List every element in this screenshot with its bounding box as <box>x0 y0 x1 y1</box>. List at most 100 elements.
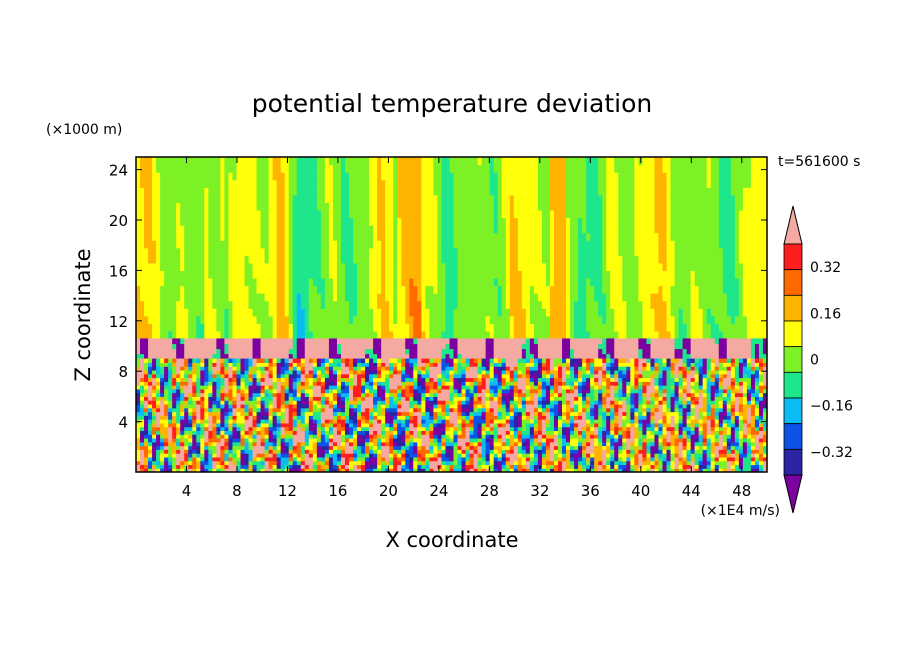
field-cell <box>545 300 551 309</box>
field-cell <box>457 262 463 271</box>
field-cell <box>308 293 314 302</box>
field-cell <box>288 217 294 226</box>
field-cell <box>228 217 234 226</box>
field-cell <box>397 202 402 211</box>
field-cell <box>264 187 270 196</box>
field-cell <box>718 277 724 287</box>
field-cell <box>718 330 724 340</box>
field-cell <box>308 209 314 219</box>
field-cell <box>361 338 366 345</box>
field-cell <box>726 157 732 166</box>
field-cell <box>397 343 402 350</box>
field-cell <box>272 202 278 211</box>
field-cell <box>140 426 145 432</box>
field-cell <box>389 209 394 219</box>
field-cell <box>312 353 318 360</box>
field-cell <box>413 338 418 345</box>
field-cell <box>626 194 631 203</box>
field-cell <box>176 194 181 203</box>
field-cell <box>513 157 519 166</box>
field-cell <box>541 277 547 287</box>
field-cell <box>734 240 740 249</box>
field-cell <box>421 277 426 287</box>
field-cell <box>545 194 551 203</box>
field-cell <box>718 164 724 173</box>
field-cell <box>136 247 141 256</box>
field-cell <box>718 217 724 226</box>
field-cell <box>730 209 736 219</box>
field-cell <box>248 164 254 173</box>
field-cell <box>377 187 382 196</box>
field-cell <box>726 323 732 332</box>
field-cell <box>220 240 226 249</box>
field-cell <box>682 277 688 287</box>
field-cell <box>497 277 503 287</box>
field-cell <box>562 315 567 324</box>
field-cell <box>373 270 378 279</box>
field-cell <box>602 225 607 234</box>
field-cell <box>393 172 398 181</box>
field-cell <box>429 262 435 271</box>
field-cell <box>144 381 149 386</box>
field-cell <box>377 194 382 203</box>
field-cell <box>734 300 740 309</box>
field-cell <box>212 247 217 256</box>
field-cell <box>722 343 728 350</box>
field-cell <box>389 348 394 355</box>
field-cell <box>204 362 209 367</box>
field-cell <box>742 277 748 287</box>
field-cell <box>200 308 205 317</box>
field-cell <box>208 422 213 428</box>
field-cell <box>180 449 185 454</box>
field-cell <box>517 179 523 188</box>
field-cell <box>393 285 398 294</box>
field-cell <box>618 308 623 317</box>
field-cell <box>361 240 366 249</box>
field-cell <box>204 270 209 279</box>
field-cell <box>336 285 342 294</box>
field-cell <box>160 377 165 382</box>
field-cell <box>477 330 483 340</box>
field-cell <box>148 445 153 450</box>
field-cell <box>545 217 551 226</box>
field-cell <box>570 179 575 188</box>
field-cell <box>236 240 242 249</box>
field-cell <box>578 293 583 302</box>
field-cell <box>670 300 676 309</box>
field-cell <box>453 285 459 294</box>
field-cell <box>288 232 294 241</box>
field-cell <box>156 187 161 196</box>
field-cell <box>421 209 426 219</box>
field-cell <box>453 247 459 256</box>
field-cell <box>730 315 736 324</box>
field-cell <box>252 179 258 188</box>
field-cell <box>361 232 366 241</box>
field-cell <box>614 194 619 203</box>
field-cell <box>208 415 213 420</box>
field-cell <box>449 164 455 173</box>
field-cell <box>172 209 177 219</box>
field-cell <box>316 343 322 350</box>
field-cell <box>156 348 161 355</box>
field-cell <box>184 293 189 302</box>
field-cell <box>686 308 692 317</box>
field-cell <box>634 330 639 340</box>
field-cell <box>626 348 631 355</box>
field-cell <box>574 240 579 249</box>
field-cell <box>268 194 274 203</box>
field-cell <box>678 209 684 219</box>
field-cell <box>710 348 716 355</box>
field-cell <box>497 172 503 181</box>
field-cell <box>674 262 680 271</box>
field-cell <box>140 209 145 219</box>
field-cell <box>690 293 696 302</box>
field-cell <box>140 430 145 435</box>
field-cell <box>260 172 266 181</box>
field-cell <box>541 315 547 324</box>
field-cell <box>614 285 619 294</box>
field-cell <box>674 217 680 226</box>
field-cell <box>409 338 414 345</box>
field-cell <box>324 330 330 340</box>
field-cell <box>582 217 587 226</box>
field-cell <box>204 240 209 249</box>
